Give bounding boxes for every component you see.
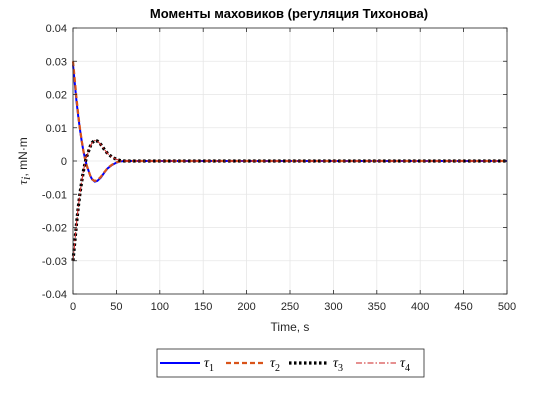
legend-label-tau-4: τ4 xyxy=(400,356,410,374)
legend-label-tau-3: τ3 xyxy=(333,356,343,374)
y-tick-label: 0 xyxy=(61,156,67,168)
ticks: 0 50 100 150 200 250 300 350 400 450 500 -0.04 -0.03… xyxy=(42,23,516,313)
series-line-tau-4 xyxy=(72,139,507,261)
x-tick-label: 500 xyxy=(498,301,516,313)
x-tick-label: 150 xyxy=(194,301,212,313)
chart-title: Моменты маховиков (регуляция Тихонова) xyxy=(150,6,428,21)
y-tick-label: 0.04 xyxy=(46,23,67,35)
legend-label-tau-2: τ2 xyxy=(270,356,280,374)
y-tick-label: 0.02 xyxy=(46,90,67,102)
x-tick-label: 250 xyxy=(281,301,299,313)
y-axis-label-subscript: i xyxy=(18,176,33,180)
legend: τ1 τ2 τ3 τ4 xyxy=(156,348,425,378)
x-tick-label: 400 xyxy=(411,301,429,313)
legend-label-tau-1: τ1 xyxy=(204,356,214,374)
x-tick-label: 350 xyxy=(368,301,386,313)
x-tick-label: 50 xyxy=(110,301,122,313)
y-tick-label: -0.03 xyxy=(42,256,67,268)
y-axis-label: τi, mN·m xyxy=(15,137,33,185)
legend-items: τ1 τ2 τ3 τ4 xyxy=(160,356,410,374)
x-tick-label: 200 xyxy=(237,301,255,313)
y-tick-label: -0.02 xyxy=(42,223,67,235)
y-tick-label: 0.01 xyxy=(46,123,67,135)
y-tick-label: -0.04 xyxy=(42,289,67,301)
x-tick-label: 100 xyxy=(151,301,169,313)
y-axis-label-symbol: τ xyxy=(15,179,30,185)
x-tick-label: 450 xyxy=(454,301,472,313)
x-tick-label: 300 xyxy=(324,301,342,313)
x-tick-label: 0 xyxy=(70,301,76,313)
y-axis-label-unit: , mN·m xyxy=(16,137,30,176)
y-tick-label: 0.03 xyxy=(46,56,67,68)
series-group xyxy=(71,61,507,261)
x-axis-label: Time, s xyxy=(271,320,310,334)
y-tick-label: -0.01 xyxy=(42,189,67,201)
